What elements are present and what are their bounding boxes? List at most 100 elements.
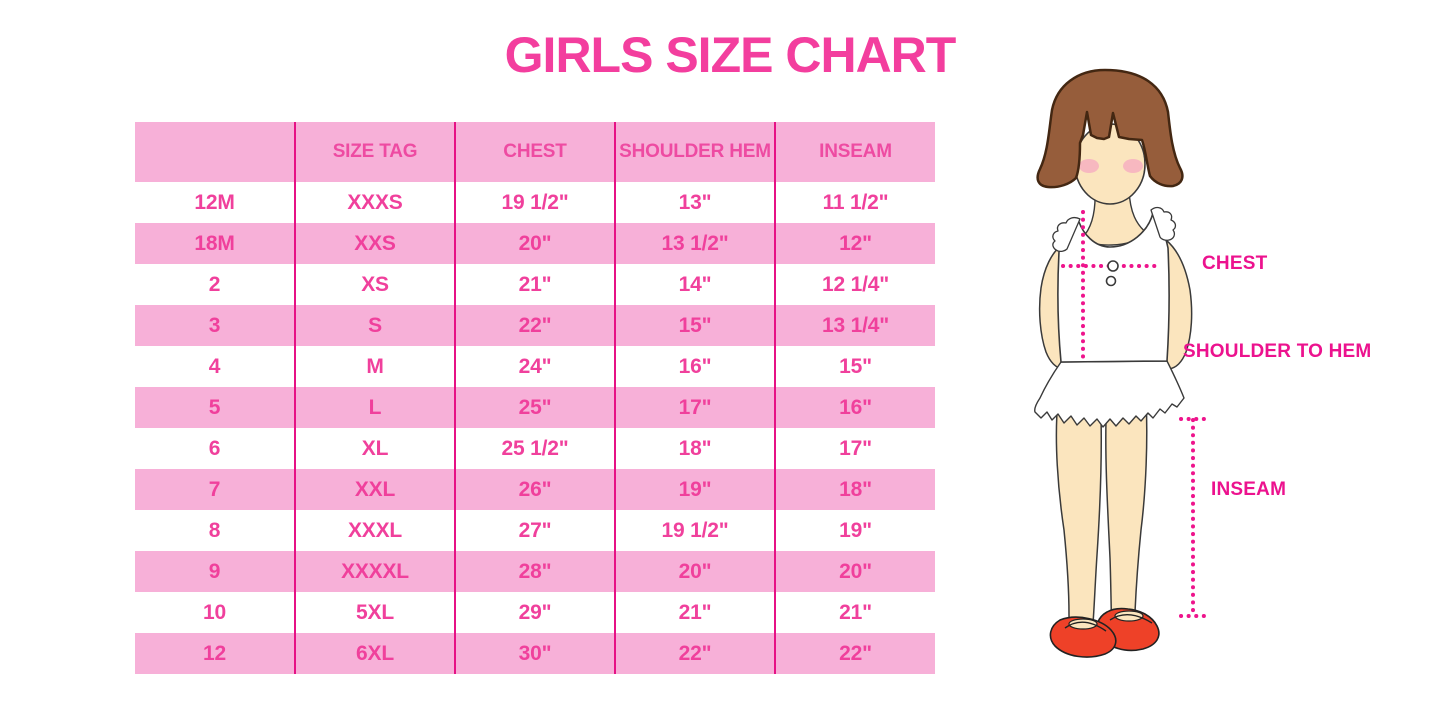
cell: L: [294, 387, 455, 428]
cell: 24": [454, 346, 615, 387]
cell: 18M: [194, 231, 235, 255]
cell: 30": [454, 633, 615, 674]
size-chart-table: SIZE TAG CHEST SHOULDER HEM INSEAM 12M X…: [135, 122, 935, 674]
cell: S: [294, 305, 455, 346]
cell: 22": [454, 305, 615, 346]
cell: 17": [614, 387, 775, 428]
cell: 9: [208, 559, 221, 583]
cell: 12 1/4": [774, 264, 935, 305]
cell: 12: [203, 641, 226, 665]
cell: XXS: [294, 223, 455, 264]
cell: 6XL: [294, 633, 455, 674]
table-row: 7 XXL 26" 19" 18": [135, 469, 935, 510]
cell: 19 1/2": [454, 182, 615, 223]
cell: 10: [203, 600, 226, 624]
right-leg: [1105, 397, 1148, 635]
cell: 25 1/2": [454, 428, 615, 469]
cell: 14": [614, 264, 775, 305]
cell: 15": [614, 305, 775, 346]
cell: 20": [454, 223, 615, 264]
cell: XXXS: [294, 182, 455, 223]
cell: XS: [294, 264, 455, 305]
cell: 13": [614, 182, 775, 223]
header-cell-shoulder-hem: SHOULDER HEM: [614, 122, 775, 182]
cell: 16": [614, 346, 775, 387]
header-cell-size: [135, 122, 295, 182]
cell: 21": [614, 592, 775, 633]
cell: XXXL: [294, 510, 455, 551]
left-shoe-strap: [1064, 621, 1107, 632]
cell: 18": [774, 469, 935, 510]
cell: 22": [774, 633, 935, 674]
cell: 8: [208, 518, 221, 542]
cell: 5XL: [294, 592, 455, 633]
table-header-row: SIZE TAG CHEST SHOULDER HEM INSEAM: [135, 122, 935, 182]
table-row: 18M XXS 20" 13 1/2" 12": [135, 223, 935, 264]
cell: 13 1/4": [774, 305, 935, 346]
table-row: 3 S 22" 15" 13 1/4": [135, 305, 935, 346]
cell: 15": [774, 346, 935, 387]
left-shoulder-frill: [1052, 216, 1081, 253]
cell: 18": [614, 428, 775, 469]
table-row: 2 XS 21" 14" 12 1/4": [135, 264, 935, 305]
cell: 19": [614, 469, 775, 510]
cell: 4: [208, 354, 221, 378]
cell: 21": [454, 264, 615, 305]
cell: 11 1/2": [774, 182, 935, 223]
cell: 25": [454, 387, 615, 428]
left-blush: [1079, 159, 1099, 173]
table-row: 4 M 24" 16" 15": [135, 346, 935, 387]
cell: 6: [208, 436, 221, 460]
shoulder-to-hem-measure-label: SHOULDER TO HEM: [1183, 341, 1372, 362]
cell: 28": [454, 551, 615, 592]
cell: 20": [614, 551, 775, 592]
cell: 19 1/2": [614, 510, 775, 551]
cell: 12": [774, 223, 935, 264]
right-shoulder-frill: [1150, 206, 1177, 241]
skirt: [1034, 360, 1185, 428]
left-shoe-opening: [1068, 618, 1098, 630]
cell: 7: [208, 477, 221, 501]
cell: XL: [294, 428, 455, 469]
cell: M: [294, 346, 455, 387]
header-cell-size-tag: SIZE TAG: [294, 122, 455, 182]
cell: XXL: [294, 469, 455, 510]
cell: 22": [614, 633, 775, 674]
cell: 13 1/2": [614, 223, 775, 264]
left-leg: [1055, 399, 1103, 638]
table-row: 12M XXXS 19 1/2" 13" 11 1/2": [135, 182, 935, 223]
cell: 26": [454, 469, 615, 510]
table-row: 8 XXXL 27" 19 1/2" 19": [135, 510, 935, 551]
neck: [1081, 189, 1150, 246]
inseam-measure-label: INSEAM: [1211, 479, 1287, 500]
bodice: [1057, 212, 1170, 363]
cell: 17": [774, 428, 935, 469]
header-cell-inseam: INSEAM: [774, 122, 935, 182]
bottom-button: [1105, 275, 1117, 287]
cell: 16": [774, 387, 935, 428]
top-button: [1107, 260, 1119, 272]
table-row: 10 5XL 29" 21" 21": [135, 592, 935, 633]
girl-figure-illustration: [1034, 68, 1206, 658]
cell: 12M: [194, 190, 235, 214]
cell: 19": [774, 510, 935, 551]
cell: XXXXL: [294, 551, 455, 592]
table-row: 12 6XL 30" 22" 22": [135, 633, 935, 674]
right-blush: [1123, 159, 1143, 173]
table-row: 5 L 25" 17" 16": [135, 387, 935, 428]
right-shoe-strap: [1109, 614, 1153, 624]
cell: 29": [454, 592, 615, 633]
hair: [1036, 68, 1184, 189]
chest-measure-label: CHEST: [1202, 253, 1268, 274]
header-cell-chest: CHEST: [454, 122, 615, 182]
cell: 27": [454, 510, 615, 551]
page-title: GIRLS SIZE CHART: [504, 27, 957, 83]
table-row: 6 XL 25 1/2" 18" 17": [135, 428, 935, 469]
cell: 20": [774, 551, 935, 592]
right-shoe-opening: [1114, 610, 1144, 622]
cell: 21": [774, 592, 935, 633]
table-row: 9 XXXXL 28" 20" 20": [135, 551, 935, 592]
cell: 3: [208, 313, 221, 337]
cell: 5: [208, 395, 221, 419]
